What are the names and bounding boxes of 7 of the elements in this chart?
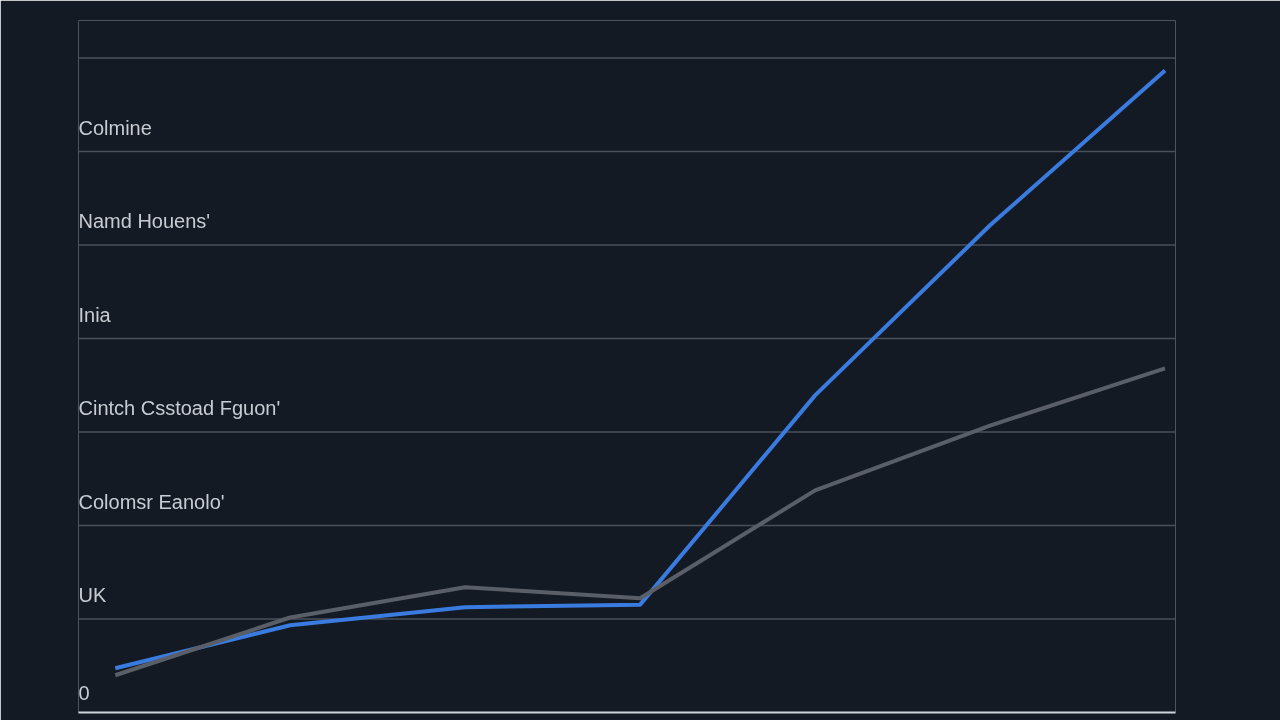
annotation: Colmine xyxy=(78,116,152,139)
annotation: Namd Houens' xyxy=(78,210,211,233)
annotation: Cintch Csstoad Fguon' xyxy=(78,397,281,420)
annotation: Colomsr Eanolo' xyxy=(78,490,225,513)
annotation: Inia xyxy=(78,303,112,326)
annotation: UK xyxy=(78,584,107,607)
annotation: 0 xyxy=(78,681,90,704)
